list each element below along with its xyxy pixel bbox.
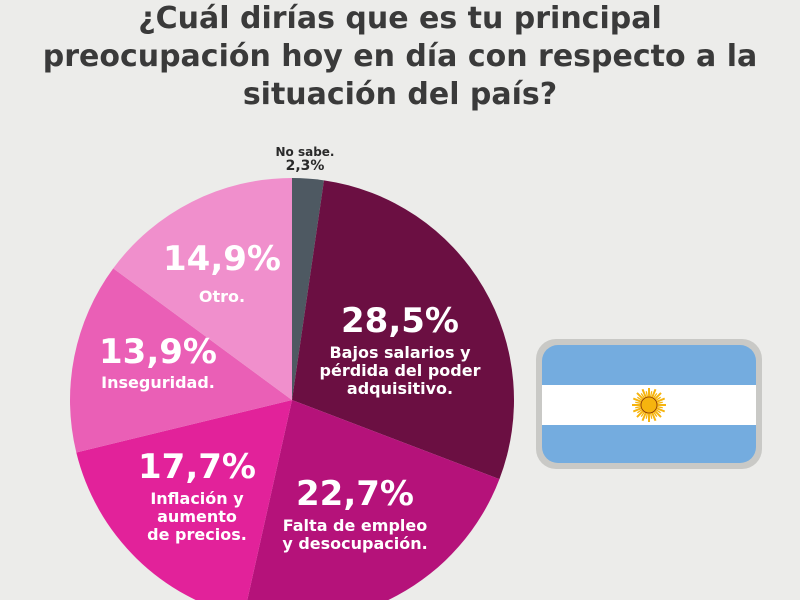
pie-slice xyxy=(76,400,292,600)
pie-slice xyxy=(113,178,292,400)
slice-value-label: 13,9% xyxy=(99,332,217,372)
slice-label: Bajos salarios y pérdida del poder adquisi… xyxy=(320,343,481,398)
slice-label: Inseguridad. xyxy=(101,373,215,392)
flag-stripe-bottom xyxy=(542,425,756,463)
pie-slice xyxy=(247,400,500,600)
slice-value-label: 2,3% xyxy=(286,158,325,174)
flag-stripe-top xyxy=(542,345,756,385)
chart-title: ¿Cuál dirías que es tu principal preocup… xyxy=(42,1,758,112)
pie-slice xyxy=(292,180,514,480)
pie-slice xyxy=(292,178,324,400)
slice-value-label: 17,7% xyxy=(138,447,256,487)
pie-slice xyxy=(69,268,292,453)
slice-label: Falta de empleo y desocupación. xyxy=(282,516,427,553)
sun-of-may-icon xyxy=(632,388,666,422)
slice-label: Otro. xyxy=(199,287,245,306)
slice-label: Inflación y aumento de precios. xyxy=(147,489,247,544)
slice-value-label: 22,7% xyxy=(296,474,414,514)
slice-value-label: 28,5% xyxy=(341,301,459,341)
slice-value-label: 14,9% xyxy=(163,239,281,279)
slice-label: No sabe. xyxy=(276,145,335,159)
